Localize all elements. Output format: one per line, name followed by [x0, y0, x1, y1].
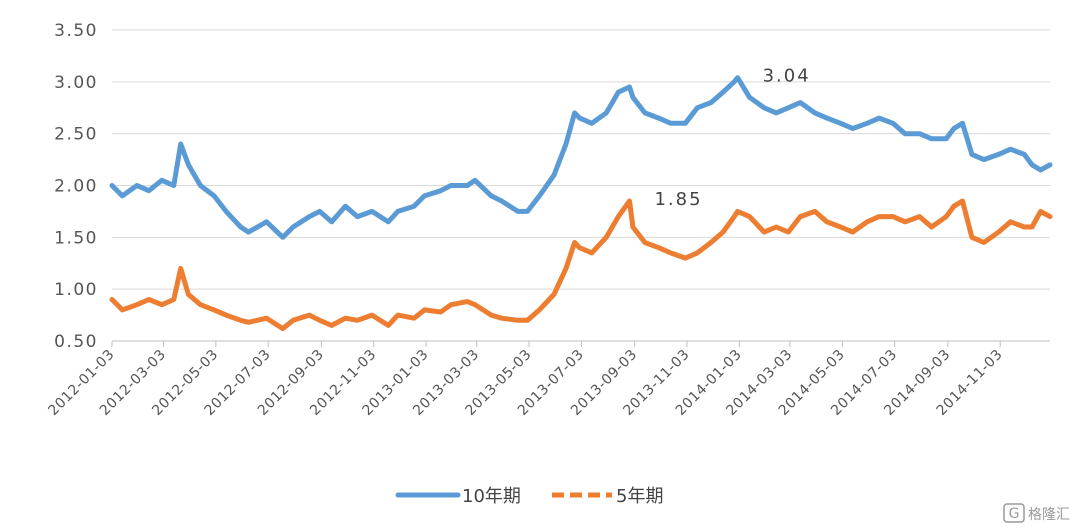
x-axis-ticks: 2012-01-032012-03-032012-05-032012-07-03… — [45, 341, 1006, 419]
y-tick-label: 3.00 — [54, 73, 98, 93]
watermark: G 格隆汇 — [1003, 503, 1070, 523]
y-tick-label: 2.50 — [54, 125, 98, 145]
legend: 10年期 5年期 — [395, 486, 663, 507]
series-lines — [109, 75, 1053, 332]
watermark-logo-glyph: G — [1009, 506, 1020, 522]
y-tick-label: 1.50 — [54, 228, 98, 248]
data-label: 1.85 — [654, 189, 702, 210]
y-tick-label: 0.50 — [54, 332, 98, 352]
y-axis-ticks: 0.50 1.00 1.50 2.00 2.50 3.00 3.50 — [54, 21, 98, 352]
annotations: 3.04 1.85 — [654, 66, 811, 210]
data-label: 3.04 — [763, 66, 811, 87]
y-tick-label: 2.00 — [54, 177, 98, 197]
legend-label-10y: 10年期 — [462, 486, 521, 507]
watermark-logo-icon — [1003, 503, 1025, 523]
gridlines — [112, 29, 1050, 290]
series-line-5y — [109, 198, 1053, 332]
y-tick-label: 3.50 — [54, 21, 98, 41]
legend-label-5y: 5年期 — [616, 486, 663, 507]
watermark-text: 格隆汇 — [1028, 507, 1070, 523]
y-tick-label: 1.00 — [54, 280, 98, 300]
series-line-10y — [109, 75, 1053, 240]
